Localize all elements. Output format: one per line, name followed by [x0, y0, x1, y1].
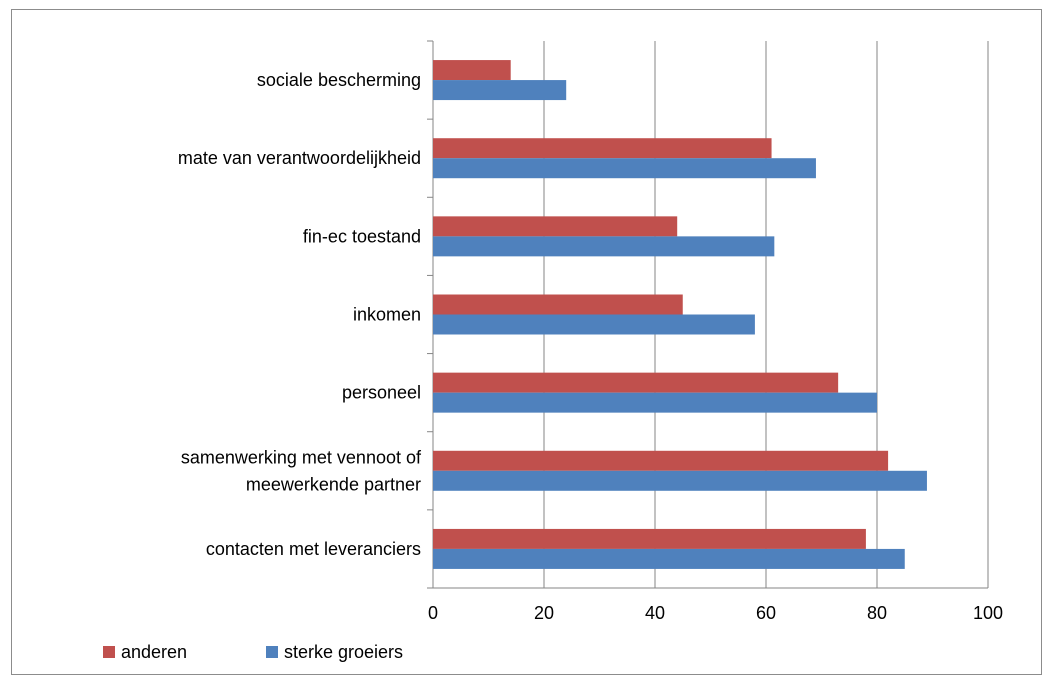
gridlines [543, 41, 989, 588]
legend-label-sterke-groeiers: sterke groeiers [284, 642, 403, 662]
x-tick-label-80: 80 [867, 603, 887, 623]
bar-sterke-groeiers-3 [433, 314, 755, 335]
bar-anderen-3 [433, 294, 683, 315]
bar-anderen-1 [433, 138, 772, 159]
legend: anderen sterke groeiers [103, 642, 403, 662]
bar-sterke-groeiers-5 [433, 470, 927, 491]
legend-swatch-sterke-groeiers [266, 646, 278, 658]
category-label-line: fin-ec toestand [303, 226, 421, 246]
x-tick-label-60: 60 [756, 603, 776, 623]
legend-swatch-anderen [103, 646, 115, 658]
category-label-line: meewerkende partner [246, 474, 421, 494]
category-label-line: personeel [342, 383, 421, 403]
bar-sterke-groeiers-4 [433, 392, 877, 413]
category-labels: sociale bescherming mate van verantwoorde… [178, 70, 422, 559]
bar-sterke-groeiers-2 [433, 236, 775, 257]
category-label-line: sociale bescherming [257, 70, 421, 90]
bar-sterke-groeiers-0 [433, 80, 567, 101]
bar-sterke-groeiers-6 [433, 548, 905, 569]
chart-frame: sociale bescherming mate van verantwoorde… [11, 9, 1042, 675]
bar-sterke-groeiers-1 [433, 158, 816, 179]
category-label-line: mate van verantwoordelijkheid [178, 148, 421, 168]
category-label-line: samenwerking met vennoot of [181, 447, 422, 467]
legend-label-anderen: anderen [121, 642, 187, 662]
bar-anderen-0 [433, 60, 511, 81]
x-tick-label-40: 40 [645, 603, 665, 623]
bar-anderen-4 [433, 372, 839, 393]
category-label-0: sociale bescherming [257, 70, 421, 90]
category-label-line: contacten met leveranciers [206, 539, 421, 559]
x-tick-labels: 0 20 40 60 80 100 [428, 603, 1003, 623]
category-label-4: personeel [342, 383, 421, 403]
x-tick-label-20: 20 [534, 603, 554, 623]
category-label-5: samenwerking met vennoot of meewerkende p… [181, 447, 422, 494]
bar-anderen-5 [433, 450, 889, 471]
bar-anderen-2 [433, 216, 678, 237]
category-label-3: inkomen [353, 305, 421, 325]
bar-chart: sociale bescherming mate van verantwoorde… [103, 40, 1003, 662]
x-tick-label-0: 0 [428, 603, 438, 623]
category-label-6: contacten met leveranciers [206, 539, 421, 559]
category-label-1: mate van verantwoordelijkheid [178, 148, 421, 168]
bars [433, 60, 927, 569]
x-tick-label-100: 100 [973, 603, 1003, 623]
category-label-line: inkomen [353, 305, 421, 325]
category-label-2: fin-ec toestand [303, 226, 421, 246]
bar-anderen-6 [433, 528, 866, 549]
